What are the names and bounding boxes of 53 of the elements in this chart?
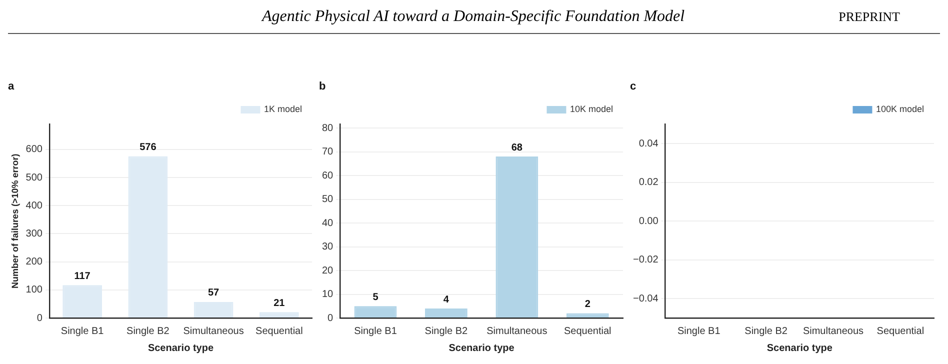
chart-title: b bbox=[319, 80, 326, 93]
x-tick-label: Single B2 bbox=[424, 326, 468, 337]
y-tick-label: 20 bbox=[322, 265, 334, 276]
y-tick-label: 0.02 bbox=[638, 177, 659, 188]
y-axis-title: Number of failures (>10% error) bbox=[10, 154, 20, 288]
chart-title: a bbox=[8, 80, 15, 93]
x-tick-label: Single B1 bbox=[354, 326, 398, 337]
data-label: 21 bbox=[274, 298, 286, 309]
x-tick-label: Single B2 bbox=[744, 326, 788, 337]
y-tick-label: 0.04 bbox=[638, 138, 659, 150]
text: PREPRINT bbox=[838, 9, 900, 25]
y-tick-label: −0.02 bbox=[632, 254, 659, 266]
y-tick-label: 70 bbox=[322, 146, 334, 158]
y-tick-label: 0 bbox=[328, 312, 334, 324]
legend-label: 1K model bbox=[264, 104, 302, 114]
data-label: 5 bbox=[372, 292, 379, 303]
x-axis-title: Scenario type bbox=[766, 342, 833, 354]
legend-label: 10K model bbox=[570, 104, 614, 114]
data-label: 2 bbox=[584, 299, 591, 310]
x-axis-title: Scenario type bbox=[448, 342, 515, 354]
y-tick-label: 50 bbox=[322, 194, 334, 205]
x-tick-label: Single B2 bbox=[126, 326, 170, 337]
data-label: 68 bbox=[511, 142, 523, 154]
y-tick-label: −0.04 bbox=[632, 293, 659, 304]
legend-label: 100K model bbox=[876, 104, 924, 114]
x-tick-label: Sequential bbox=[256, 326, 303, 337]
data-label: 4 bbox=[443, 294, 450, 306]
y-tick-label: 200 bbox=[26, 256, 43, 268]
x-tick-label: Simultaneous bbox=[802, 326, 864, 337]
y-tick-label: 60 bbox=[322, 170, 334, 182]
y-tick-label: 40 bbox=[322, 218, 334, 229]
x-tick-label: Sequential bbox=[876, 326, 924, 337]
data-label: 117 bbox=[74, 270, 91, 282]
chart-title: c bbox=[630, 80, 636, 93]
y-tick-label: 500 bbox=[26, 172, 43, 184]
y-tick-label: 80 bbox=[322, 122, 334, 134]
y-tick-label: 0.00 bbox=[638, 216, 659, 227]
x-axis-title: Scenario type bbox=[148, 342, 214, 354]
text: Agentic Physical AI toward a Domain-Specific Foundation Model bbox=[262, 8, 685, 26]
x-tick-label: Sequential bbox=[564, 326, 612, 337]
x-tick-label: Simultaneous bbox=[183, 326, 244, 337]
y-tick-label: 0 bbox=[36, 312, 43, 324]
x-tick-label: Single B1 bbox=[677, 326, 721, 337]
y-tick-label: 300 bbox=[26, 228, 43, 240]
x-tick-label: Simultaneous bbox=[486, 326, 548, 337]
x-tick-label: Single B1 bbox=[60, 326, 104, 337]
data-label: 576 bbox=[140, 142, 157, 153]
y-tick-label: 600 bbox=[26, 144, 43, 156]
y-tick-label: 10 bbox=[322, 289, 334, 300]
data-label: 57 bbox=[208, 288, 220, 299]
y-tick-label: 30 bbox=[322, 242, 334, 252]
y-tick-label: 100 bbox=[26, 284, 43, 296]
y-tick-label: 400 bbox=[26, 200, 43, 212]
